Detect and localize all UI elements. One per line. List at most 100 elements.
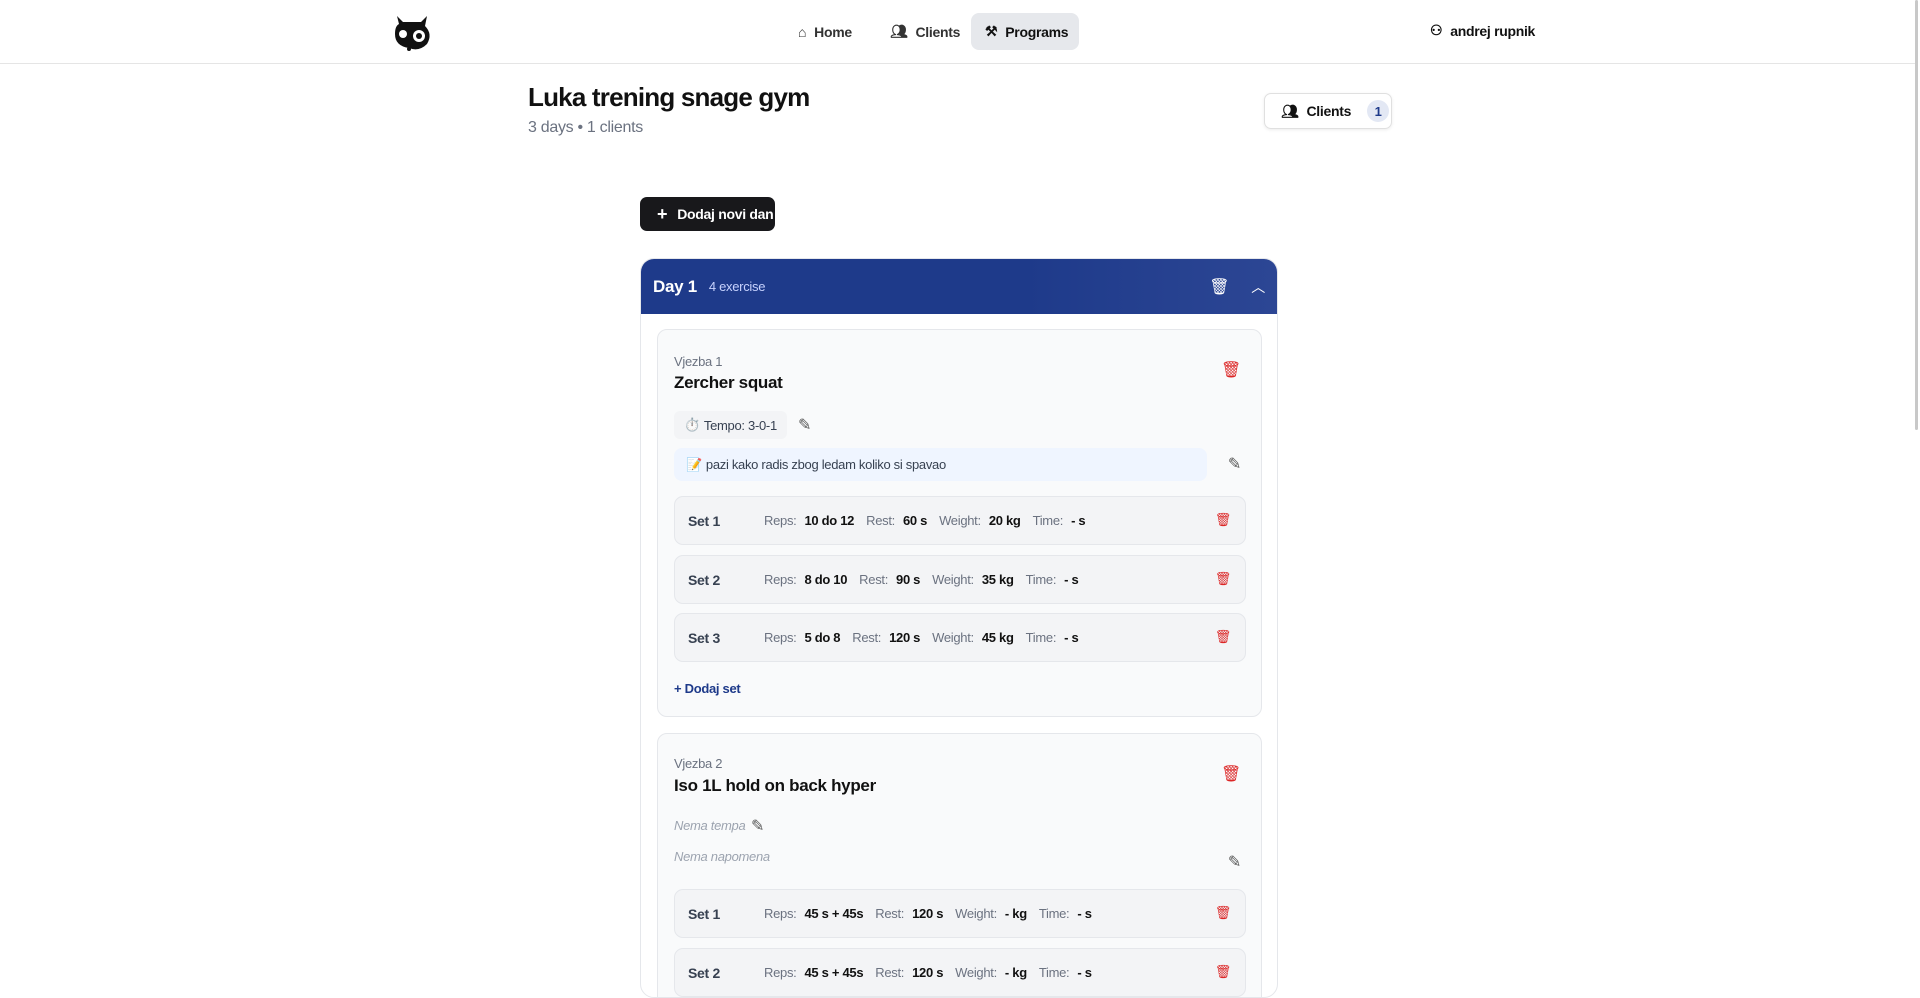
rest: Rest: — [852, 630, 882, 645]
rest: 90 s — [896, 572, 921, 587]
time: Time: — [1038, 965, 1070, 980]
user: andrej rupnik — [1450, 22, 1536, 39]
set-row: Set 2 Reps: 45 s + 45s Rest: 120 s Weight: - k… — [674, 948, 1246, 997]
weight: Weight: — [955, 965, 997, 980]
set-row: Set 2 Reps: 8 do 10 Rest: 90 s Weight: 35 kg Ti… — [674, 555, 1246, 604]
reps: 8 do 10 — [804, 572, 848, 587]
tempo-empty: Nema tempa — [674, 818, 746, 833]
reps: Reps: — [764, 572, 797, 587]
note: pazi kako radis zbog ledam koliko si spa… — [705, 457, 946, 472]
day-card: Day 1 4 exercise 🗑︎ ︿ Vjezba 1 Zercher sq… — [640, 258, 1278, 998]
name: Zercher squat — [674, 373, 783, 392]
label: Set 2 — [688, 964, 720, 981]
nav-clients[interactable]: 👥︎ Clients — [876, 13, 974, 50]
time: - s — [1077, 965, 1092, 980]
note-empty: Nema napomena — [674, 849, 770, 864]
chevron-up-icon[interactable]: ︿ — [1251, 278, 1265, 295]
time: - s — [1064, 572, 1079, 587]
day-header[interactable]: Day 1 4 exercise 🗑︎ ︿ — [641, 259, 1277, 314]
time: Time: — [1025, 630, 1057, 645]
weight: Weight: — [932, 572, 974, 587]
dumbbell-icon: ⚒ — [985, 23, 998, 39]
weight: Weight: — [939, 513, 981, 528]
plus-icon: + — [657, 203, 668, 224]
reps: 5 do 8 — [804, 630, 841, 645]
weight: 45 kg — [981, 630, 1014, 645]
add-set-link[interactable]: + Dodaj set — [674, 681, 741, 696]
label: Clients — [915, 23, 961, 40]
weight: Weight: — [932, 630, 974, 645]
users-icon: 👥︎ — [1281, 102, 1299, 119]
delete-set-icon[interactable]: 🗑︎ — [1214, 571, 1232, 586]
time: - s — [1071, 513, 1086, 528]
reps: Reps: — [764, 630, 797, 645]
set-row: Set 1 Reps: 10 do 12 Rest: 60 s Weight: 20 kg T… — [674, 496, 1246, 545]
label: Vjezba 2 — [674, 756, 723, 771]
rest: Rest: — [866, 513, 895, 528]
trash-icon[interactable]: 🗑︎ — [1209, 278, 1230, 296]
clients-count-badge: 1 — [1367, 100, 1390, 122]
exercise-card: Vjezba 1 Zercher squat 🗑︎ ⏱️ Tempo: 3-0-1… — [657, 329, 1262, 717]
edit-note-icon[interactable]: ✎ — [1227, 854, 1241, 871]
weight: 20 kg — [988, 513, 1021, 528]
delete-set-icon[interactable]: 🗑︎ — [1214, 964, 1232, 979]
reps: 10 do 12 — [804, 513, 855, 528]
time: - s — [1077, 906, 1092, 921]
rest: 120 s — [912, 965, 944, 980]
label: Programs — [1005, 23, 1069, 40]
name: Iso 1L hold on back hyper — [674, 776, 876, 795]
set-row: Set 1 Reps: 45 s + 45s Rest: 120 s Weight: - k… — [674, 889, 1246, 938]
delete-set-icon[interactable]: 🗑︎ — [1214, 629, 1232, 644]
add-day-button[interactable]: + Dodaj novi dan — [640, 197, 775, 231]
owl-logo[interactable] — [389, 12, 435, 52]
rest: 120 s — [889, 630, 921, 645]
reps: Reps: — [764, 906, 797, 921]
label: Set 2 — [688, 571, 720, 588]
tempo-badge: ⏱️ Tempo: 3-0-1 — [674, 411, 787, 439]
time: - s — [1064, 630, 1079, 645]
weight: - kg — [1004, 906, 1027, 921]
page-title: Luka trening snage gym — [528, 82, 810, 112]
rest: Rest: — [875, 906, 905, 921]
title: Day 1 — [653, 276, 697, 296]
rest: 120 s — [912, 906, 944, 921]
edit-tempo-icon[interactable]: ✎ — [751, 818, 765, 835]
page-subtitle: 3 days • 1 clients — [528, 119, 643, 136]
rest: Rest: — [859, 572, 889, 587]
label: Vjezba 1 — [674, 354, 723, 369]
user-icon: ⚇ — [1430, 22, 1443, 38]
label: Set 3 — [688, 629, 720, 646]
delete-exercise-icon[interactable]: 🗑︎ — [1220, 766, 1241, 783]
nav-home[interactable]: ⌂ Home — [784, 13, 866, 50]
delete-set-icon[interactable]: 🗑︎ — [1214, 905, 1232, 920]
clients-button[interactable]: 👥︎ Clients 1 — [1264, 93, 1392, 129]
reps: 45 s + 45s — [804, 906, 864, 921]
reps: Reps: — [764, 965, 797, 980]
delete-exercise-icon[interactable]: 🗑︎ — [1220, 362, 1241, 379]
time: Time: — [1032, 513, 1064, 528]
add-day-label: Dodaj novi dan — [677, 206, 774, 222]
reps: Reps: — [764, 513, 797, 528]
user-menu[interactable]: ⚇ andrej rupnik — [1430, 22, 1535, 39]
scrollbar[interactable] — [1915, 0, 1918, 430]
exercise-card: Vjezba 2 Iso 1L hold on back hyper 🗑︎ Ne… — [657, 733, 1262, 997]
users-icon: 👥︎ — [890, 23, 908, 39]
edit-tempo-icon[interactable]: ✎ — [798, 417, 812, 434]
weight: - kg — [1004, 965, 1027, 980]
rest: 60 s — [902, 513, 928, 528]
count: 4 exercise — [708, 279, 766, 294]
reps: 45 s + 45s — [804, 965, 864, 980]
time: Time: — [1025, 572, 1057, 587]
nav-programs[interactable]: ⚒ Programs — [971, 13, 1079, 50]
label: Set 1 — [688, 512, 720, 529]
home-icon: ⌂ — [798, 23, 807, 40]
delete-set-icon[interactable]: 🗑︎ — [1214, 512, 1232, 527]
edit-note-icon[interactable]: ✎ — [1227, 456, 1241, 473]
top-nav: ⌂ Home 👥︎ Clients ⚒ Programs ⚇ andrej rupnik — [0, 0, 1916, 64]
label: Set 1 — [688, 905, 720, 922]
note-icon: 📝 — [686, 456, 702, 472]
label: Home — [814, 23, 852, 40]
weight: 35 kg — [981, 572, 1014, 587]
weight: Weight: — [955, 906, 997, 921]
clients-label: Clients — [1306, 103, 1352, 119]
